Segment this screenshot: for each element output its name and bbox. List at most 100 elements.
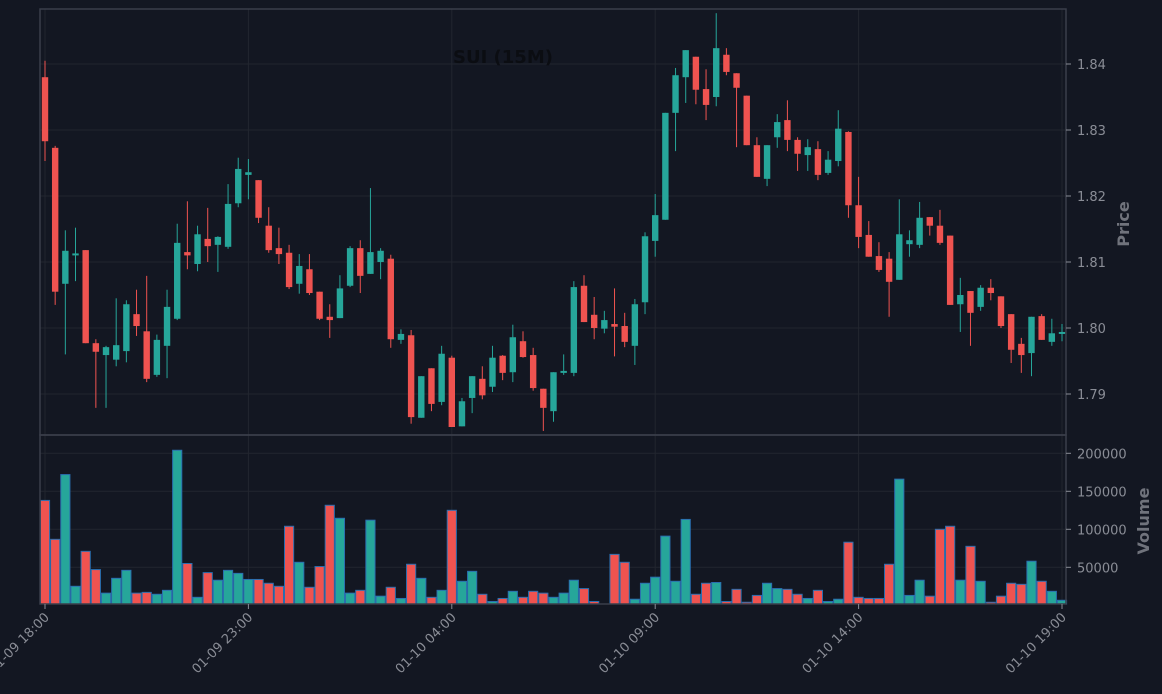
candle-body — [458, 401, 466, 427]
candle-body — [499, 355, 506, 373]
candle — [102, 345, 110, 408]
candle-body — [875, 256, 883, 270]
volume-bar — [772, 588, 783, 605]
candle-body — [72, 253, 79, 256]
candle — [774, 114, 781, 148]
candle — [997, 296, 1005, 328]
volume-bar — [955, 579, 966, 605]
volume-bar — [558, 592, 569, 605]
volume-bar — [965, 545, 976, 605]
candle — [245, 159, 252, 200]
candles — [41, 13, 1066, 431]
candle — [672, 67, 679, 152]
candle — [143, 275, 150, 383]
candle-body — [906, 240, 913, 245]
candle-body — [560, 370, 567, 373]
candle — [753, 137, 761, 177]
volume-bar — [294, 561, 305, 605]
volume-tick-label: 200000 — [1077, 447, 1127, 462]
volume-bar — [761, 582, 773, 605]
candle — [62, 230, 69, 355]
volume-bar — [477, 593, 488, 605]
candle-body — [163, 306, 171, 346]
volume-bar — [90, 569, 101, 605]
candle — [387, 254, 394, 348]
volume-bar — [314, 566, 325, 605]
volume-bar — [141, 591, 152, 605]
candle-body — [1018, 343, 1025, 356]
candle — [977, 285, 984, 311]
candle — [377, 248, 384, 280]
volume-bar — [680, 518, 691, 605]
volume-bar — [263, 582, 274, 605]
candle-body — [763, 145, 771, 179]
candle-body — [1048, 333, 1056, 342]
candle — [92, 339, 100, 408]
candle — [438, 345, 445, 406]
candle — [692, 56, 700, 105]
volume-bar — [650, 576, 661, 605]
candle-body — [519, 341, 527, 358]
candle-body — [977, 287, 984, 307]
candle-body — [936, 225, 944, 243]
candle-body — [235, 168, 242, 204]
candle — [865, 221, 872, 257]
candle — [397, 329, 405, 344]
candle-body — [51, 147, 59, 292]
candle-body — [733, 73, 740, 88]
volume-bar — [975, 580, 986, 605]
candle — [855, 176, 862, 249]
candle — [235, 157, 242, 208]
candle-body — [1038, 316, 1045, 340]
candle-body — [265, 225, 272, 251]
volume-panel-border — [39, 434, 1067, 605]
candle-body — [601, 320, 608, 329]
candle-body — [194, 234, 201, 264]
candle — [560, 354, 567, 375]
candle — [763, 145, 771, 187]
volume-bar — [172, 449, 183, 605]
candle-body — [489, 357, 496, 387]
volume-bar — [60, 474, 71, 605]
volume-bar — [202, 572, 213, 605]
candle — [174, 223, 181, 321]
volume-bar — [660, 535, 671, 605]
candle-body — [652, 215, 659, 241]
candle-body — [306, 269, 313, 294]
volume-bar — [548, 596, 559, 605]
volume-bar — [517, 596, 529, 605]
candle — [428, 368, 435, 412]
candle — [346, 246, 354, 288]
candle — [540, 388, 547, 431]
candle-body — [92, 343, 100, 352]
candle — [326, 304, 333, 338]
volume-bar — [639, 582, 651, 605]
candle-body — [997, 296, 1005, 327]
volume-bar — [863, 597, 874, 605]
volume-tick-label: 100000 — [1077, 523, 1127, 538]
candle-body — [580, 285, 588, 323]
candle — [72, 227, 79, 282]
candle — [82, 250, 89, 344]
candle — [285, 244, 293, 290]
candle-body — [316, 291, 323, 319]
candle-body — [540, 388, 547, 408]
volume-bar — [50, 538, 61, 605]
volume-bar — [456, 580, 468, 605]
candle-body — [570, 287, 578, 373]
volume-bar — [670, 580, 681, 605]
candle — [570, 281, 578, 377]
volume-bar — [39, 499, 51, 605]
candle-body — [418, 376, 425, 418]
volume-bar — [1026, 560, 1037, 605]
candle — [112, 298, 120, 367]
candle — [824, 151, 832, 175]
candle-body — [82, 250, 89, 344]
candle — [275, 227, 283, 264]
candle — [489, 345, 496, 393]
candle-body — [845, 131, 852, 206]
candle — [682, 50, 689, 103]
volume-bar — [70, 585, 81, 605]
candle-body — [428, 368, 435, 404]
candle-body — [346, 248, 354, 286]
